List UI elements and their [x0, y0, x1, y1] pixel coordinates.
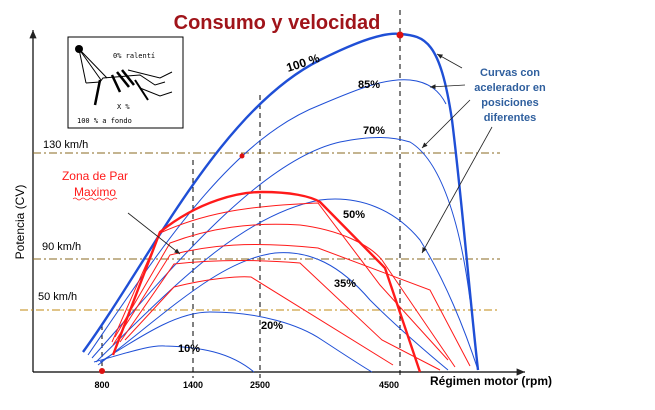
x-tick-1400: 1400: [183, 380, 203, 390]
label-50: 50%: [343, 209, 365, 221]
curve-35: [97, 252, 449, 371]
x-tick-4500: 4500: [379, 380, 399, 390]
torque-curve-1: [111, 202, 449, 361]
chart-title: Consumo y velocidad: [174, 12, 381, 34]
curve-70: [91, 137, 471, 359]
annotation-arrow-1: [436, 53, 463, 69]
annotation-arrow-3: [421, 99, 471, 149]
idle-point: [99, 368, 105, 374]
annotation-line4: diferentes: [484, 112, 537, 124]
torque-zone-label-line2: Maximo: [74, 185, 116, 199]
torque-curve-4: [119, 259, 441, 371]
label-35: 35%: [334, 278, 356, 290]
speed-label-130: 130 km/h: [43, 139, 88, 151]
inset-full-label: 100 % a fondo: [77, 117, 132, 125]
label-70: 70%: [363, 125, 385, 137]
torque-curve-5: [124, 276, 394, 366]
torque-zone-arrow: [127, 212, 181, 255]
torque-zone-label-line1: Zona de Par: [62, 169, 128, 183]
label-85: 85%: [358, 79, 380, 91]
pedal-inset: 0% ralentí X % 100 % a fondo: [67, 36, 184, 129]
annotation-arrow-2: [429, 84, 466, 90]
cruise-point: [239, 153, 245, 159]
pedal-sketch-icon: [78, 48, 173, 106]
x-tick-800: 800: [94, 380, 109, 390]
curve-20: [99, 311, 373, 373]
curve-10: [93, 345, 255, 373]
curve-85: [87, 79, 447, 356]
annotation-line3: posiciones: [481, 97, 538, 109]
label-100: 100 %: [285, 51, 322, 75]
y-axis-label: Potencia (CV): [13, 185, 27, 260]
annotation-line2: acelerador en: [474, 82, 546, 94]
x-tick-2500: 2500: [250, 380, 270, 390]
torque-curve-2: [114, 223, 456, 368]
curve-50: [95, 198, 479, 371]
inset-idle-label: 0% ralentí: [113, 52, 155, 60]
annotation-line1: Curvas con: [480, 67, 540, 79]
annotation-arrow-4: [421, 126, 493, 254]
torque-envelope: [111, 190, 422, 373]
speed-label-90: 90 km/h: [42, 241, 81, 253]
max-power-point: [396, 31, 404, 39]
label-20: 20%: [261, 320, 283, 332]
label-10: 10%: [178, 343, 200, 355]
x-axis-label: Régimen motor (rpm): [430, 374, 552, 388]
inset-partial-label: X %: [117, 103, 130, 111]
speed-label-50: 50 km/h: [38, 291, 77, 303]
spellcheck-underline: [72, 197, 118, 201]
